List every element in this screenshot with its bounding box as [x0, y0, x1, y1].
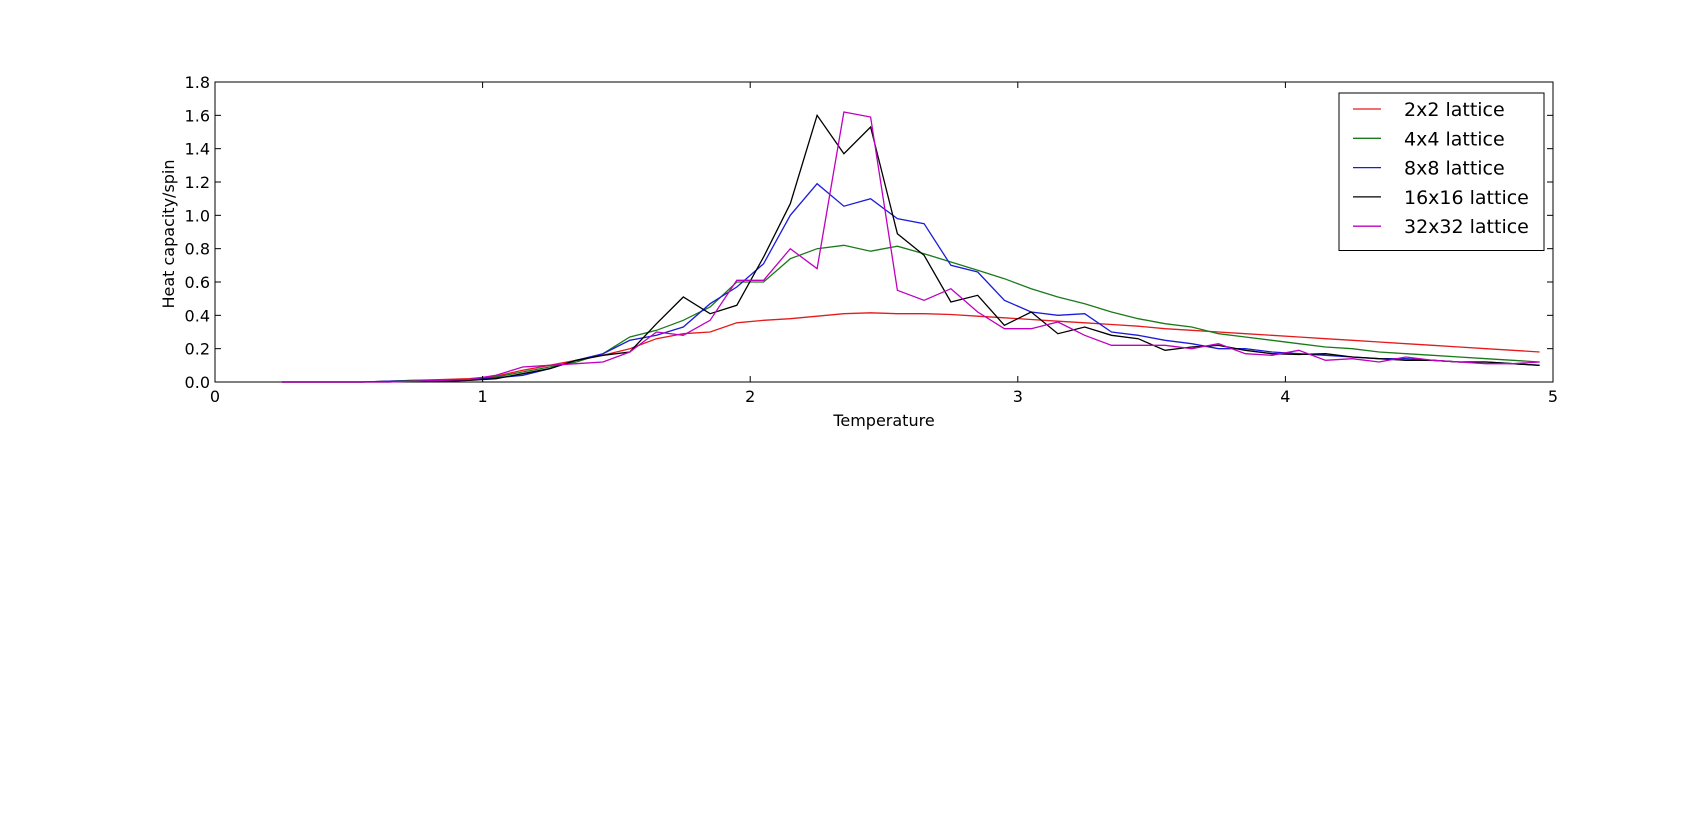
- series-line-4: [281, 111, 1540, 383]
- x-axis-label: Temperature: [832, 411, 934, 430]
- y-tick-label: 1.0: [185, 206, 210, 225]
- y-tick-label: 0.8: [185, 240, 210, 259]
- legend-label-0: 2x2 lattice: [1404, 99, 1505, 121]
- legend-label-2: 8x8 lattice: [1404, 158, 1505, 180]
- y-axis: 0.0 0.2 0.4 0.6 0.8 1.0 1.2 1.4 1.6 1.8: [185, 73, 1553, 392]
- x-tick-label: 4: [1280, 387, 1290, 406]
- y-tick-label: 1.2: [185, 173, 210, 192]
- y-axis-label: Heat capacity/spin: [159, 159, 178, 308]
- y-tick-label: 0.0: [185, 373, 210, 392]
- y-tick-label: 1.8: [185, 73, 210, 92]
- y-tick-label: 0.4: [185, 306, 210, 325]
- legend-label-3: 16x16 lattice: [1404, 187, 1529, 209]
- legend-label-4: 32x32 lattice: [1404, 216, 1529, 238]
- x-tick-label: 0: [210, 387, 220, 406]
- axes-frame: [214, 81, 1554, 383]
- plot-area: 0 1 2 3 4 5 0.0 0.2 0.4 0.6 0.8 1.0 1.2 1.4 1.6 1.8: [185, 73, 1559, 406]
- y-tick-label: 1.6: [185, 106, 210, 125]
- x-axis: 0 1 2 3 4 5: [210, 82, 1558, 406]
- legend-box: [1338, 92, 1545, 251]
- series-line-2: [281, 182, 1540, 383]
- series-line-3: [281, 113, 1540, 383]
- x-tick-label: 1: [478, 387, 488, 406]
- y-tick-label: 0.6: [185, 273, 210, 292]
- y-tick-label: 0.2: [185, 340, 210, 359]
- x-tick-label: 3: [1013, 387, 1023, 406]
- legend: 2x2 lattice 4x4 lattice 8x8 lattice 16x16 l…: [1338, 92, 1545, 251]
- x-tick-label: 5: [1548, 387, 1558, 406]
- y-tick-label: 1.4: [185, 140, 210, 159]
- legend-label-1: 4x4 lattice: [1404, 128, 1505, 150]
- x-tick-label: 2: [745, 387, 755, 406]
- series-line-1: [281, 244, 1540, 383]
- series-group: [281, 111, 1540, 383]
